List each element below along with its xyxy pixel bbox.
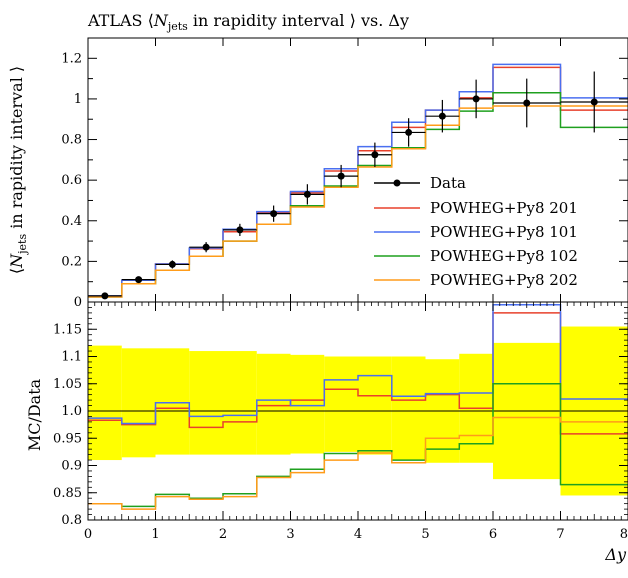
data-point [135,276,142,283]
uncertainty-band-bin [324,357,358,452]
legend-label-data: Data [430,174,466,192]
ratio-y-tick-label: 0.95 [53,431,82,446]
main-y-tick-label: 0.6 [61,173,82,188]
main-panel: 0 0.2 0.4 0.6 0.8 1 1.2 ⟨Njets in rapidity int… [7,38,628,310]
legend-data-marker [394,180,401,187]
main-y-tick-label: 0.2 [61,254,82,269]
ratio-y-axis-label: MC/Data [25,378,44,451]
x-tick-label: 0 [84,527,92,542]
main-y-tick-label: 0.4 [61,214,82,229]
data-point [270,210,277,217]
data-point [169,261,176,268]
x-tick-label: 6 [489,527,497,542]
chart-legend: Data POWHEG+Py8 201 POWHEG+Py8 101 POWHE… [374,174,578,289]
chart-title: ATLAS ⟨Njets in rapidity interval ⟩ vs. … [87,11,409,33]
legend-label-201: POWHEG+Py8 201 [430,199,578,217]
data-point [439,113,446,120]
legend-label-202: POWHEG+Py8 202 [430,271,578,289]
data-point [473,95,480,102]
ratio-y-tick-label: 0.85 [53,486,82,501]
ratio-y-tick-label: 0.8 [61,513,82,528]
x-tick-label: 8 [620,527,628,542]
ratio-y-tick-label: 1.15 [53,322,82,337]
data-point [338,173,345,180]
uncertainty-band-bin [223,351,257,455]
uncertainty-band-bin [257,354,291,455]
x-tick-label: 4 [354,527,362,542]
x-tick-label: 5 [421,527,429,542]
legend-label-101: POWHEG+Py8 101 [430,223,578,241]
main-y-tick-label: 1 [74,92,82,107]
data-point [523,99,530,106]
x-tick-label: 2 [219,527,227,542]
uncertainty-band-bin [392,357,426,461]
ratio-panel: 0.8 0.85 0.9 0.95 1.0 1.05 1.1 1.15 0 1 2 3 4 5 6 7 8 M… [25,302,628,564]
uncertainty-band-bin [358,357,392,455]
main-y-tick-label: 1.2 [61,51,82,66]
legend-label-102: POWHEG+Py8 102 [430,247,578,265]
uncertainty-band-bin [88,346,122,460]
uncertainty-band-bin [291,355,325,454]
ratio-y-tick-label: 1.05 [53,377,82,392]
ratio-y-tick-label: 1.1 [61,350,82,365]
ratio-y-tick-label: 1.0 [61,404,82,419]
uncertainty-band-bin [122,348,156,457]
data-point [591,98,598,105]
x-tick-label: 1 [151,527,159,542]
x-axis-label: Δy [604,545,627,564]
main-y-tick-label: 0 [74,295,82,310]
data-point [371,151,378,158]
uncertainty-band-bin [189,351,223,455]
data-point [101,292,108,299]
uncertainty-band-bin [156,348,190,454]
main-y-tick-label: 0.8 [61,133,82,148]
data-point [304,191,311,198]
ratio-y-tick-label: 0.9 [61,459,82,474]
x-tick-label: 7 [556,527,564,542]
main-y-axis-label: ⟨Njets in rapidity interval ⟩ [7,66,29,274]
data-point [203,244,210,251]
main-series-powheg-py8-102 [88,93,628,297]
x-tick-label: 3 [286,527,294,542]
data-point [236,226,243,233]
data-point [405,129,412,136]
